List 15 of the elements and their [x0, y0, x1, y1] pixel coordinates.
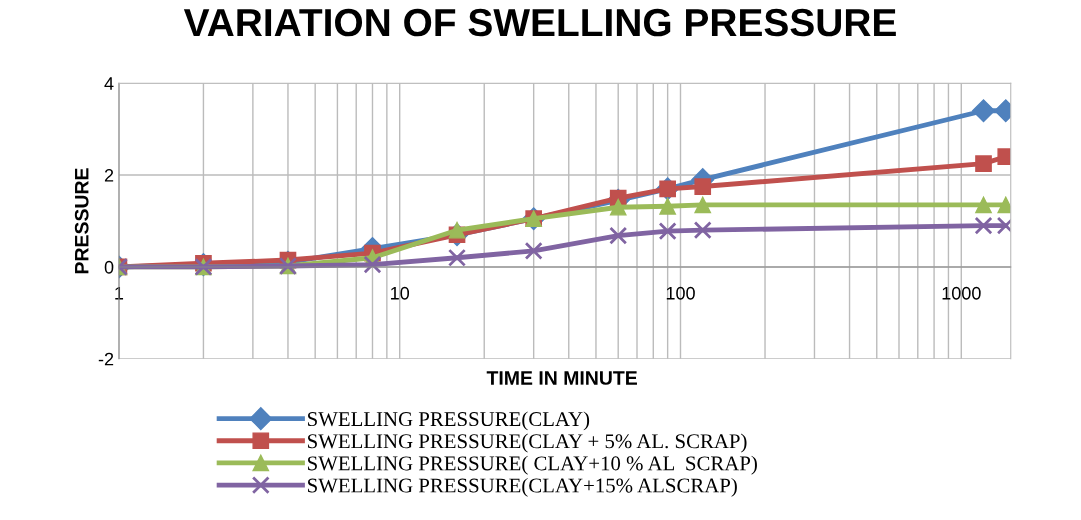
y-axis-title: PRESSURE: [74, 168, 89, 274]
legend-label: SWELLING PRESSURE(CLAY): [308, 411, 590, 431]
x-tick-label: 10: [391, 286, 410, 300]
x-tick-label: 1000: [942, 286, 981, 300]
y-tick-label: 2: [104, 169, 114, 182]
y-tick-label: 4: [104, 77, 114, 90]
legend-label: SWELLING PRESSURE( CLAY+10 % AL SCRAP): [308, 455, 757, 475]
legend-label: SWELLING PRESSURE(CLAY + 5% AL. SCRAP): [308, 433, 747, 453]
y-tick-label: -2: [98, 352, 114, 366]
x-tick-label: 100: [666, 286, 695, 300]
y-tick-label: 0: [104, 260, 114, 274]
chart-title: VARIATION OF SWELLING PRESSURE: [183, 8, 896, 37]
x-tick-label: 1: [115, 287, 124, 300]
legend-label: SWELLING PRESSURE(CLAY+15% ALSCRAP): [308, 477, 737, 497]
x-axis-title: TIME IN MINUTE: [486, 371, 637, 385]
